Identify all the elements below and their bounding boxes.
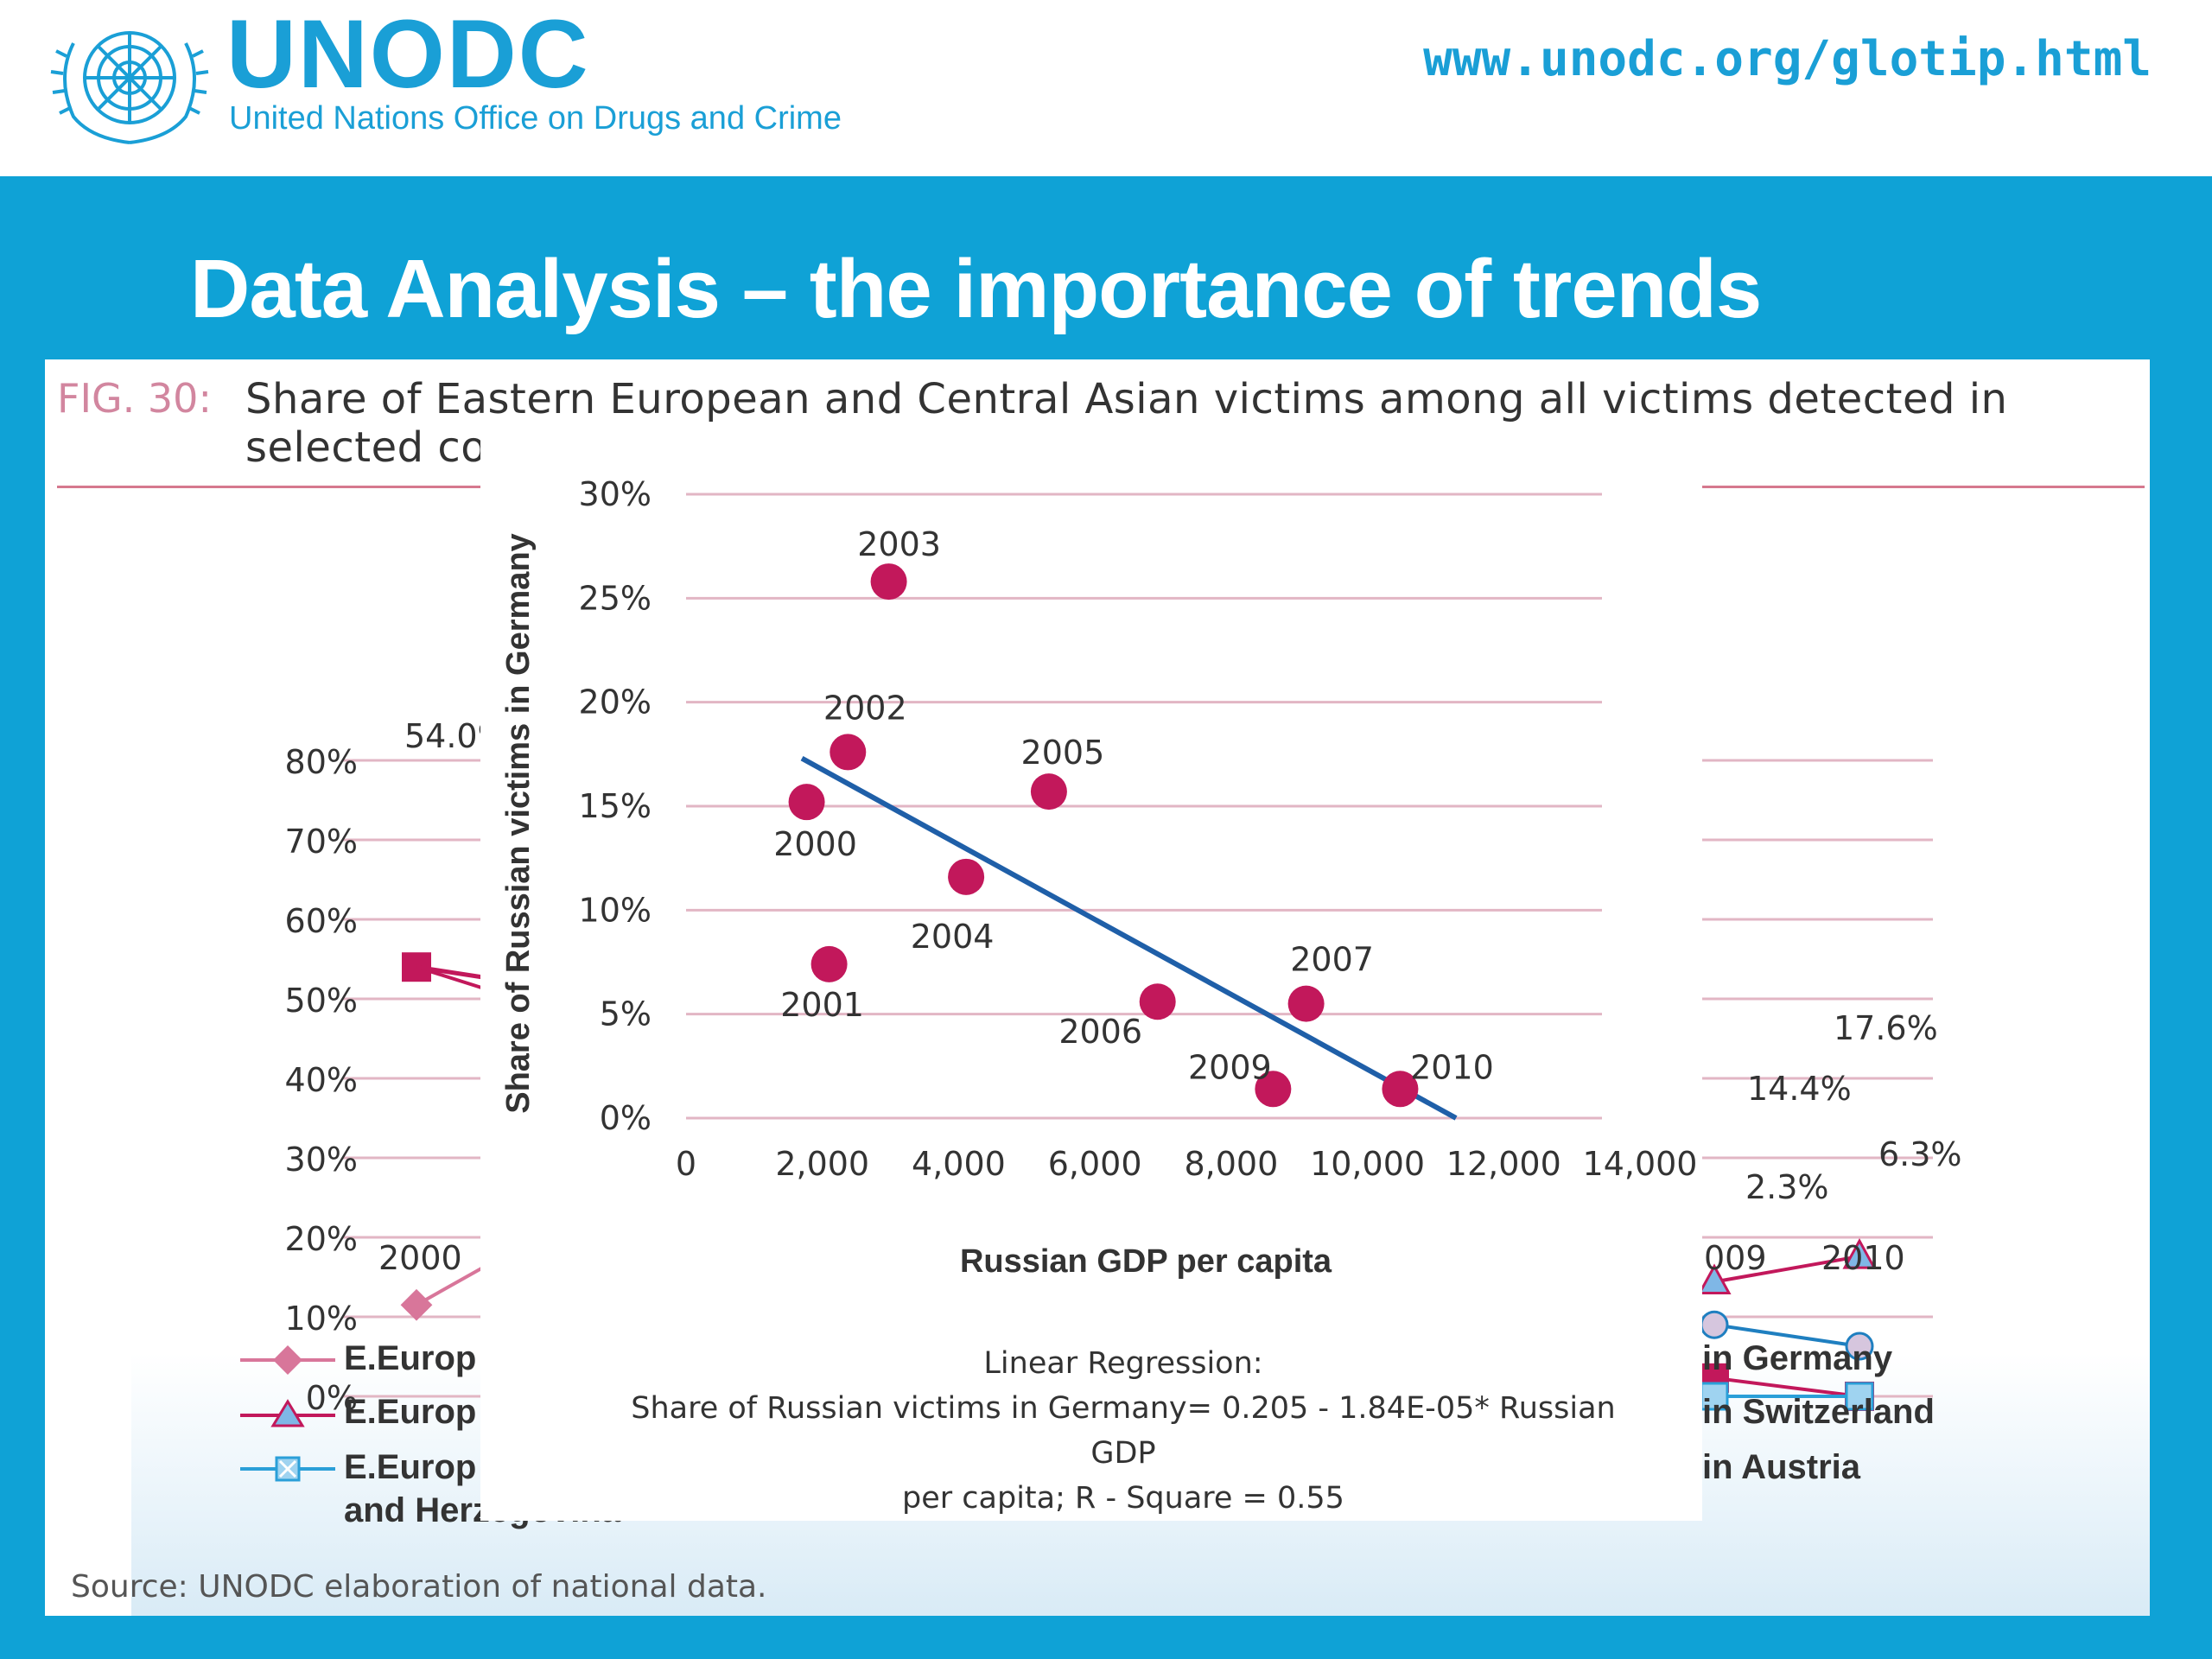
- scatter-point: [830, 734, 867, 771]
- scatter-y-tick: 20%: [579, 683, 652, 721]
- legend-marker-triangle: [240, 1399, 335, 1427]
- bg-x-tick: 009: [1704, 1239, 1767, 1277]
- legend-label: in Germany: [1702, 1339, 1893, 1377]
- scatter-y-tick: 5%: [600, 995, 652, 1033]
- bg-data-label: 2.3%: [1745, 1168, 1829, 1206]
- legend-label: in Austria: [1702, 1448, 1860, 1486]
- scatter-overlay: [480, 434, 1702, 1521]
- figure-title: Share of Eastern European and Central As…: [245, 375, 2008, 472]
- bg-point: [1845, 1382, 1874, 1411]
- bg-y-tick: 30%: [284, 1141, 358, 1179]
- scatter-x-label: Russian GDP per capita: [960, 1243, 1332, 1280]
- un-emblem-icon: [50, 31, 209, 144]
- scatter-point: [1030, 773, 1067, 810]
- scatter-point: [948, 858, 985, 895]
- scatter-x-tick: 12,000: [1446, 1145, 1561, 1183]
- regression-line-3: per capita; R - Square = 0.55: [902, 1481, 1344, 1516]
- legend-marker-star-square: [240, 1456, 335, 1482]
- scatter-x-tick: 4,000: [912, 1145, 1006, 1183]
- figure-source: Source: UNODC elaboration of national da…: [71, 1569, 767, 1605]
- bg-data-label: 14.4%: [1747, 1070, 1852, 1108]
- bg-y-tick: 80%: [284, 743, 358, 781]
- scatter-point-label: 2004: [911, 918, 995, 956]
- regression-note: Linear Regression: Share of Russian vict…: [605, 1341, 1642, 1521]
- scatter-point-label: 2010: [1410, 1048, 1494, 1086]
- scatter-point: [810, 945, 848, 982]
- scatter-point: [788, 784, 825, 821]
- scatter-x-tick: 10,000: [1310, 1145, 1425, 1183]
- bg-point: [1700, 1310, 1729, 1339]
- legend-label: E.Europ: [344, 1339, 477, 1377]
- scatter-y-tick: 15%: [579, 787, 652, 825]
- legend-label: in Switzerland: [1702, 1393, 1935, 1431]
- scatter-y-tick: 10%: [579, 891, 652, 929]
- bg-y-tick: 0%: [305, 1379, 358, 1417]
- bg-x-tick: 2000: [378, 1239, 462, 1277]
- scatter-point-label: 2001: [780, 986, 864, 1024]
- legend-label: E.Europ: [344, 1393, 477, 1431]
- scatter-point-label: 2007: [1290, 941, 1374, 979]
- legend-label: E.Europ: [344, 1448, 477, 1486]
- bg-y-tick: 70%: [284, 823, 358, 861]
- bg-y-tick: 60%: [284, 902, 358, 940]
- scatter-point-label: 2009: [1188, 1048, 1272, 1086]
- slide-title: Data Analysis – the importance of trends: [190, 243, 1762, 335]
- scatter-y-tick: 0%: [600, 1099, 652, 1137]
- regression-line-1: Linear Regression:: [983, 1346, 1263, 1381]
- scatter-point-label: 2002: [823, 689, 907, 727]
- scatter-x-tick: 14,000: [1583, 1145, 1698, 1183]
- bg-y-tick: 50%: [284, 982, 358, 1020]
- unodc-logo-text: UNODC: [226, 0, 590, 108]
- unodc-logo-subtitle: United Nations Office on Drugs and Crime: [229, 100, 842, 137]
- bg-y-tick: 20%: [284, 1220, 358, 1258]
- legend-marker-diamond: [240, 1345, 335, 1375]
- figure-label: FIG. 30:: [57, 375, 212, 422]
- scatter-point-label: 2000: [773, 825, 857, 863]
- scatter-point: [870, 563, 907, 601]
- scatter-point-label: 2003: [857, 525, 941, 563]
- scatter-x-tick: 6,000: [1048, 1145, 1142, 1183]
- website-url[interactable]: www.unodc.org/glotip.html: [1423, 31, 2152, 87]
- regression-line-2: Share of Russian victims in Germany= 0.2…: [631, 1391, 1616, 1471]
- scatter-point: [1255, 1071, 1292, 1108]
- scatter-point: [1382, 1071, 1419, 1108]
- bg-point: [1842, 1237, 1877, 1269]
- scatter-point-label: 2006: [1058, 1013, 1142, 1051]
- scatter-y-label: Share of Russian victims in Germany: [500, 533, 537, 1114]
- scatter-x-tick: 2,000: [775, 1145, 869, 1183]
- scatter-y-tick: 25%: [579, 579, 652, 617]
- regression-trendline: [800, 756, 1458, 1121]
- scatter-x-tick: 0: [676, 1145, 696, 1183]
- bg-x-tick: 2010: [1821, 1239, 1905, 1277]
- bg-series-line: [1713, 1323, 1860, 1349]
- scatter-chart: 0% 5% 10% 15% 20% 25% 30% 0 2,000 4,000 6,000 8,000…: [500, 475, 1698, 1280]
- scatter-point: [1139, 983, 1176, 1020]
- bg-data-label: 17.6%: [1834, 1009, 1938, 1047]
- scatter-point: [1287, 985, 1325, 1022]
- header: UNODC United Nations Office on Drugs and…: [0, 0, 2212, 176]
- scatter-point-label: 2005: [1021, 734, 1105, 772]
- bg-point: [1697, 1263, 1732, 1295]
- bg-point: [1845, 1332, 1874, 1361]
- scatter-x-tick: 8,000: [1184, 1145, 1278, 1183]
- scatter-y-tick: 30%: [579, 475, 652, 513]
- bg-data-label: 6.3%: [1878, 1135, 1962, 1173]
- bg-series-line: [1713, 1255, 1860, 1284]
- bg-y-tick: 40%: [284, 1061, 358, 1099]
- bg-y-tick: 10%: [284, 1300, 358, 1338]
